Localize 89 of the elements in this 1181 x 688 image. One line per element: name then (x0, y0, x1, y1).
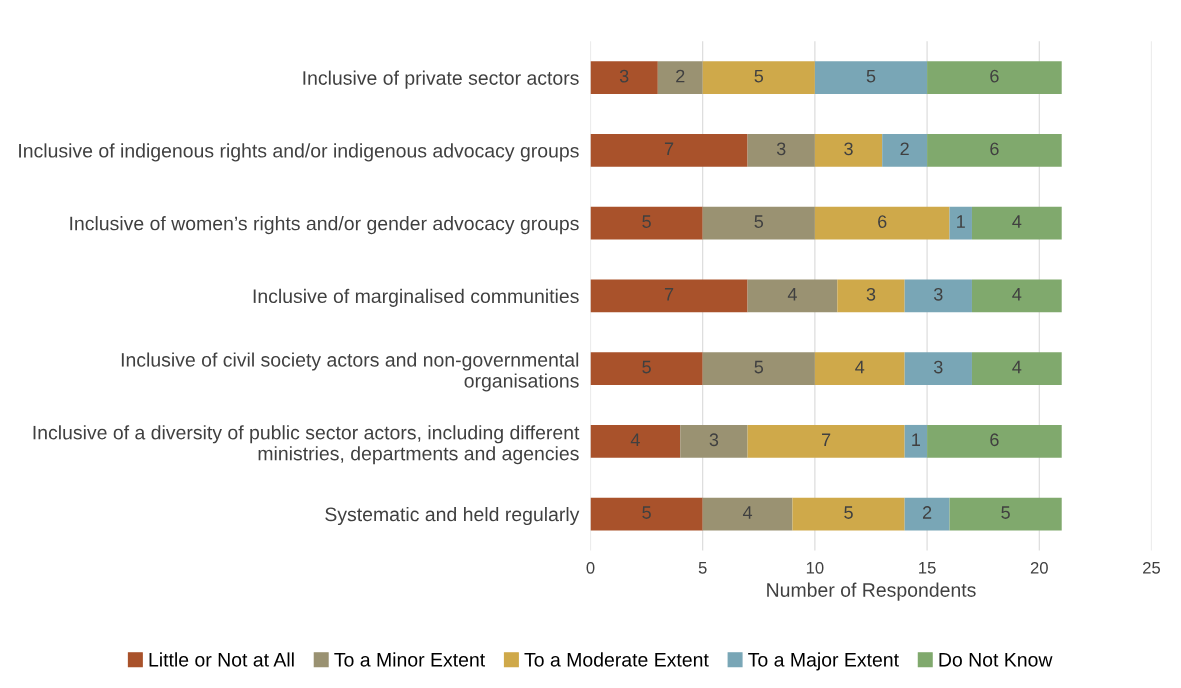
data-label: 2 (676, 69, 685, 83)
bar (927, 61, 1062, 95)
bar (882, 134, 928, 167)
bar (904, 424, 928, 458)
data-label: 6 (990, 142, 999, 156)
bar (971, 206, 1062, 240)
legend-label: Little or Not at All (149, 652, 294, 667)
data-label: 4 (1012, 288, 1022, 301)
x-tick-label: 20 (1030, 561, 1048, 574)
data-label: 5 (754, 69, 764, 83)
data-label: 5 (866, 69, 876, 83)
bar (590, 497, 703, 531)
legend-label: To a Minor Extent (334, 652, 486, 667)
bar (949, 497, 1062, 531)
data-label: 3 (866, 287, 876, 301)
data-label: 4 (1012, 215, 1022, 228)
data-label: 4 (742, 506, 753, 519)
data-label: 4 (630, 433, 640, 446)
bar (837, 279, 905, 313)
x-tick-label: 5 (698, 562, 707, 574)
data-label: 6 (990, 433, 999, 447)
data-label: 1 (912, 433, 921, 446)
bar (904, 497, 950, 531)
bar (747, 424, 905, 458)
data-label: 7 (822, 433, 831, 446)
legend-label: To a Major Extent (748, 652, 899, 671)
data-label: 3 (933, 360, 943, 374)
legend-label: Do Not Know (939, 653, 1053, 667)
bar (590, 134, 748, 167)
data-label: 3 (619, 69, 629, 83)
x-tick-label: 15 (919, 562, 936, 574)
bar (702, 352, 815, 385)
bar (792, 497, 905, 531)
y-tick-label: Inclusive of indigenous rights and/or indigenous advocacy groups (19, 143, 579, 162)
data-label: 4 (1012, 360, 1022, 374)
bar (949, 206, 972, 240)
bar (814, 352, 905, 385)
data-label: 4 (855, 360, 865, 374)
x-tick-label: 25 (1143, 561, 1161, 574)
data-label: 3 (709, 433, 719, 447)
x-axis-title: Number of Respondents (767, 582, 976, 601)
data-label: 5 (754, 360, 764, 374)
bar (927, 424, 1062, 458)
y-tick-label: Inclusive of a diversity of public sector actors, including different ministries, departments and agencies (33, 425, 580, 465)
bar (814, 61, 928, 95)
data-label: 3 (844, 142, 853, 156)
bar (971, 279, 1062, 313)
bar (747, 279, 838, 313)
y-tick-label: Inclusive of civil society actors and non-governmental organisations (121, 352, 579, 392)
bar (590, 206, 703, 240)
bar (590, 61, 658, 95)
data-label: 5 (754, 215, 764, 228)
data-label: 5 (642, 215, 651, 228)
data-label: 5 (844, 506, 853, 519)
bar (814, 206, 950, 240)
y-tick-label: Inclusive of private sector actors (303, 70, 579, 89)
bar (702, 497, 793, 531)
bar (747, 134, 815, 167)
x-tick-label: 0 (586, 561, 595, 574)
bar (702, 206, 815, 240)
bar (590, 279, 748, 313)
bar (590, 352, 703, 385)
bar (904, 352, 972, 385)
x-tick-label: 10 (806, 561, 824, 574)
data-label: 7 (664, 288, 674, 301)
y-tick-label: Inclusive of women’s rights and/or gender advocacy groups (70, 216, 579, 235)
data-label: 6 (878, 215, 887, 228)
y-tick-label: Systematic and held regularly (325, 506, 580, 526)
data-label: 7 (664, 142, 674, 156)
bar (927, 134, 1062, 167)
bar (971, 352, 1062, 385)
data-label: 5 (642, 506, 651, 519)
data-label: 3 (776, 142, 786, 156)
bar (904, 279, 972, 313)
data-label: 1 (957, 215, 965, 228)
legend-label: To a Moderate Extent (524, 652, 709, 667)
data-label: 2 (922, 506, 932, 519)
data-label: 5 (1001, 506, 1010, 519)
bar (814, 134, 883, 167)
bar (657, 61, 703, 95)
data-label: 2 (900, 142, 909, 156)
data-label: 4 (787, 288, 797, 301)
data-label: 3 (933, 287, 943, 301)
bar (680, 424, 748, 458)
y-tick-label: Inclusive of marginalised communities (253, 288, 579, 307)
bar (702, 61, 815, 95)
data-label: 5 (642, 360, 651, 374)
data-label: 6 (990, 69, 999, 83)
bar (590, 424, 681, 458)
